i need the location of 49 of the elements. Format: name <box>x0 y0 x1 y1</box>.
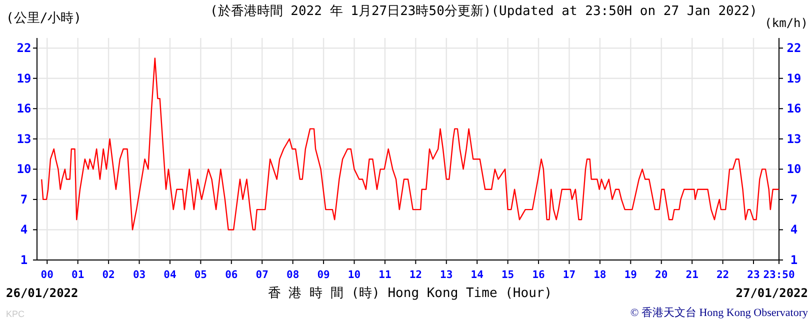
x-tick-label: 08 <box>286 269 300 281</box>
x-axis-title: 香 港 時 間 (時) Hong Kong Time (Hour) <box>268 286 552 301</box>
x-tick-label: 11 <box>378 269 392 281</box>
text: 27/01/2022 <box>736 286 808 300</box>
y2-axis-title: (km/h) <box>764 16 808 30</box>
x-tick-label: 16 <box>532 269 545 281</box>
x-tick-label: 18 <box>594 269 606 281</box>
x-tick-label: 21 <box>686 269 698 281</box>
y2-tick-label: 19 <box>786 71 802 86</box>
x-tick-label: 14 <box>470 269 484 281</box>
y-axis-title: (公里/小時) <box>6 11 82 26</box>
x-tick-label: 17 <box>562 269 576 281</box>
text: © 香港天文台 Hong Kong Observatory <box>630 306 808 319</box>
y2-tick-label: 13 <box>786 132 802 146</box>
x-tick-label: 15 <box>501 269 514 281</box>
y2-tick-label: 1 <box>790 253 798 267</box>
x-tick-label: 10 <box>348 269 361 281</box>
y-tick-label: 16 <box>16 102 32 116</box>
line-series <box>41 58 780 230</box>
y2-tick-label: 16 <box>786 102 802 116</box>
chart-title: (於香港時間 2022 年 1月27日23時50分更新)(Updated at 23:50H on 27 Jan 2022) <box>210 4 758 19</box>
x-tick-label: 06 <box>225 269 238 281</box>
x-tick-label: 02 <box>102 269 115 281</box>
x-tick-label: 12 <box>409 269 422 281</box>
y-tick-label: 4 <box>20 222 28 237</box>
y-tick-label: 7 <box>20 192 28 206</box>
y2-tick-label: 22 <box>786 41 802 56</box>
x-tick-label: 04 <box>164 269 176 281</box>
x-tick-label: 20 <box>655 269 668 281</box>
x-tick-label: 23:50 <box>763 269 795 281</box>
y-tick-label: 1 <box>20 253 28 267</box>
x-tick-label: 13 <box>440 269 453 281</box>
y2-tick-label: 10 <box>786 162 802 176</box>
y2-tick-label: 7 <box>790 192 798 206</box>
x-tick-label: 05 <box>194 269 208 281</box>
y-tick-label: 13 <box>16 132 32 146</box>
x-tick-label: 07 <box>256 269 268 281</box>
x-tick-label: 23 <box>747 269 760 281</box>
x-tick-label: 03 <box>132 269 146 281</box>
y2-tick-label: 4 <box>790 222 798 237</box>
x-tick-label: 22 <box>716 269 730 281</box>
y-tick-label: 19 <box>16 71 32 86</box>
y-tick-label: 22 <box>16 41 32 56</box>
y-tick-label: 10 <box>16 162 32 176</box>
x-tick-label: 19 <box>624 269 637 281</box>
x-tick-label: 09 <box>317 269 330 281</box>
text: 26/01/2022 <box>6 286 78 300</box>
x-tick-label: 00 <box>40 269 54 281</box>
x-tick-label: 01 <box>72 269 84 281</box>
